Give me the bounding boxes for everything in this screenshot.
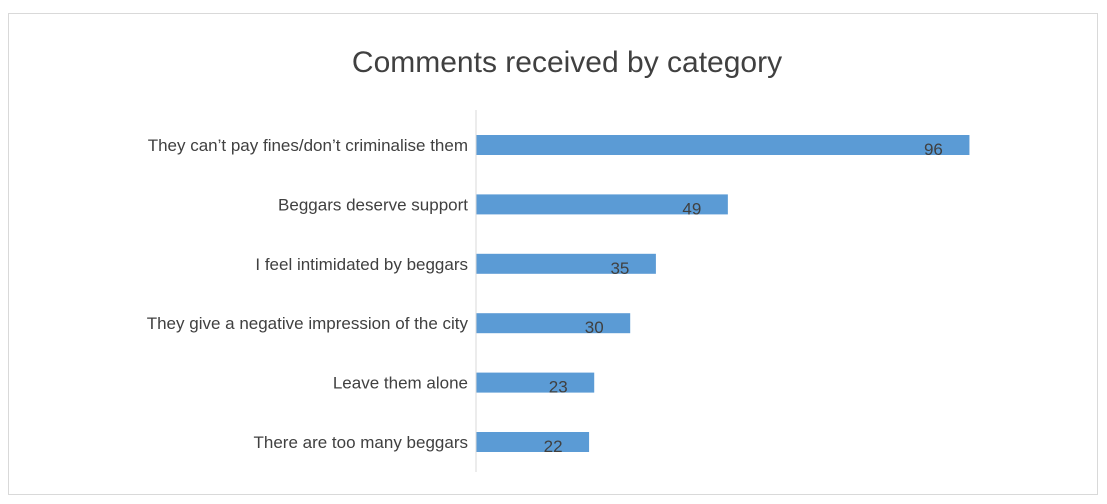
category-label: They can’t pay fines/don’t criminalise t… bbox=[148, 136, 468, 155]
bar bbox=[476, 313, 631, 334]
data-label: 23 bbox=[549, 378, 568, 397]
category-label: Leave them alone bbox=[333, 374, 468, 393]
category-label: I feel intimidated by beggars bbox=[255, 255, 468, 274]
bar bbox=[476, 194, 728, 215]
bar bbox=[476, 135, 970, 155]
data-label: 30 bbox=[585, 318, 604, 337]
category-label: There are too many beggars bbox=[253, 433, 468, 452]
chart-title: Comments received by category bbox=[352, 46, 782, 79]
bars-layer: They can’t pay fines/don’t criminalise t… bbox=[147, 135, 970, 456]
bar bbox=[476, 372, 595, 393]
bar bbox=[476, 253, 656, 274]
category-label: They give a negative impression of the c… bbox=[147, 314, 469, 333]
data-label: 22 bbox=[544, 437, 563, 456]
data-label: 96 bbox=[924, 140, 943, 159]
category-label: Beggars deserve support bbox=[278, 195, 468, 214]
data-label: 35 bbox=[610, 259, 629, 278]
data-label: 49 bbox=[682, 199, 701, 218]
bar bbox=[476, 432, 590, 452]
